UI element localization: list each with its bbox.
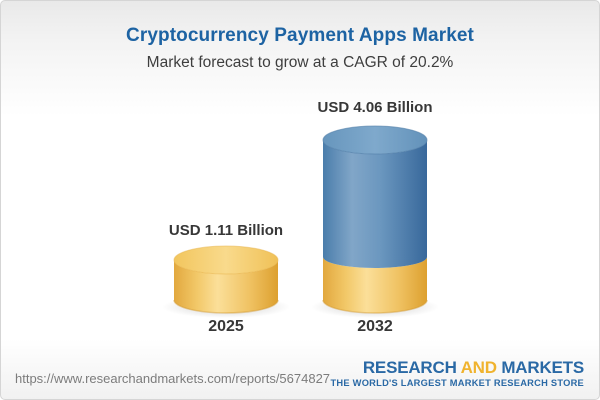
year-label-2032: 2032: [357, 318, 393, 335]
year-label-2025: 2025: [208, 318, 244, 335]
cylinder-2032: [322, 125, 428, 314]
cylinder-2032-growth-segment: [322, 125, 428, 268]
research-and-markets-logo: RESEARCH AND MARKETS THE WORLD'S LARGEST…: [331, 359, 585, 388]
logo-tagline: THE WORLD'S LARGEST MARKET RESEARCH STOR…: [330, 378, 584, 388]
logo-word-markets: MARKETS: [501, 358, 584, 377]
logo-word-research: RESEARCH: [362, 358, 457, 377]
logo-word-and: AND: [460, 358, 497, 377]
value-label-2032: USD 4.06 Billion: [317, 99, 433, 116]
report-url: https://www.researchandmarkets.com/repor…: [15, 371, 331, 386]
value-label-2025: USD 1.11 Billion: [168, 222, 284, 239]
cylinder-2025: [173, 245, 279, 314]
chart-title: Cryptocurrency Payment Apps Market: [126, 25, 474, 46]
logo-wordmark: RESEARCH AND MARKETS: [331, 358, 584, 377]
cylinder-2032-base-segment: [322, 257, 428, 314]
chart-subtitle: Market forecast to grow at a CAGR of 20.…: [146, 54, 454, 71]
